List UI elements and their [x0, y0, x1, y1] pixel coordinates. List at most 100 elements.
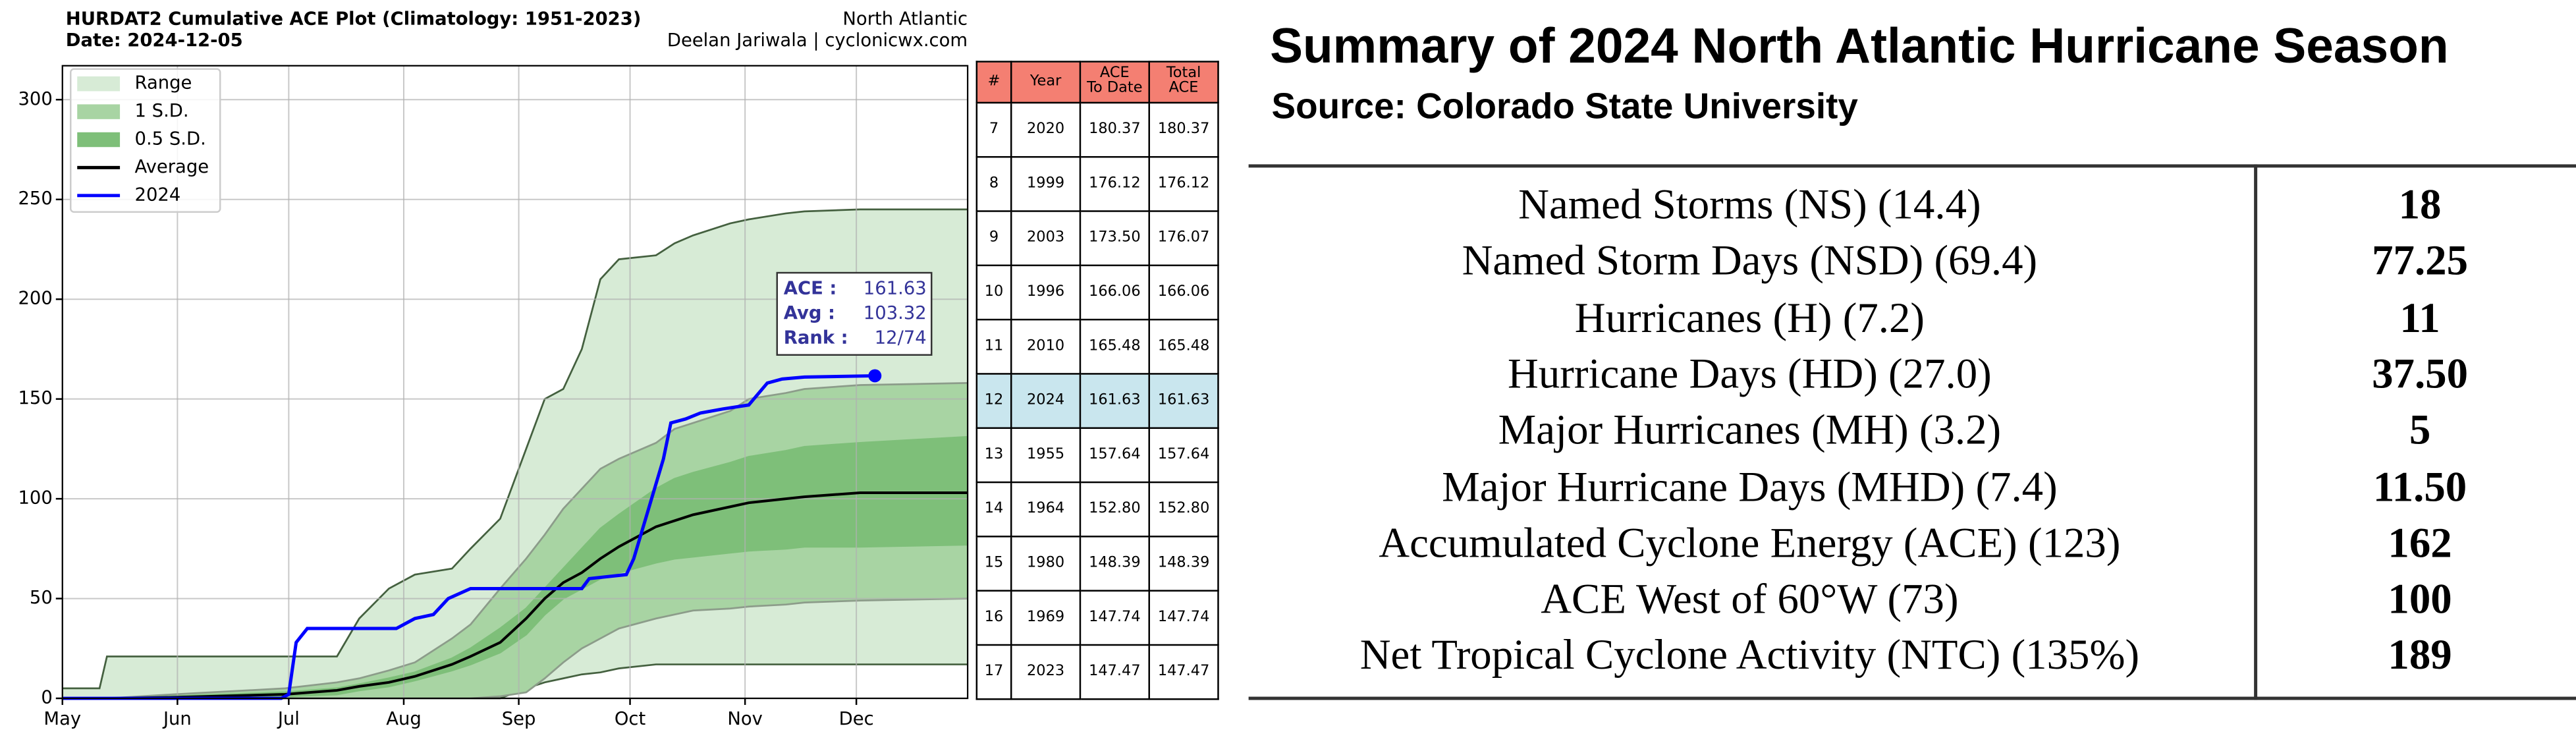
legend-label: Range [135, 73, 192, 94]
x-tick-label: Nov [727, 709, 763, 729]
table-cell: 147.74 [1148, 590, 1219, 646]
x-tick-label: Jun [162, 709, 192, 729]
header-cell: Year [1010, 61, 1082, 104]
x-tick-label: Aug [386, 709, 422, 729]
summary-value: 37.50 [2372, 350, 2469, 398]
y-tick-label: 50 [30, 588, 53, 608]
annotation-label: ACE : [784, 278, 837, 298]
table-cell: 176.12 [1079, 155, 1150, 212]
header-row: # Year ACE To Date Total ACE [975, 61, 1219, 104]
summary-value: 77.25 [2372, 236, 2469, 285]
table-row: 14 1964 152.80 152.80 [975, 481, 1219, 538]
table-row: 15 1980 148.39 148.39 [975, 536, 1219, 592]
table-cell: 1969 [1010, 590, 1082, 646]
y-tick-label: 250 [18, 188, 52, 209]
table-cell: 1980 [1010, 536, 1082, 592]
table-rule [1248, 164, 2576, 168]
table-cell: 2020 [1010, 101, 1082, 158]
header-cell: ACE To Date [1079, 61, 1150, 104]
table-cell: 180.37 [1148, 101, 1219, 158]
table-cell: 14 [975, 481, 1012, 538]
annotation-label: Avg : [784, 303, 835, 323]
table-row: 17 2023 147.47 147.47 [975, 644, 1219, 700]
annotation-value: 103.32 [863, 303, 927, 323]
legend-label: 0.5 S.D. [135, 129, 206, 150]
summary-value: 5 [2409, 406, 2431, 454]
table-cell: 157.64 [1079, 427, 1150, 484]
chart-subtitle: Date: 2024-12-05 [66, 30, 243, 51]
table-cell: 10 [975, 264, 1012, 321]
table-row: 13 1955 157.64 157.64 [975, 427, 1219, 484]
annotation-value: 161.63 [863, 278, 927, 298]
table-cell: 17 [975, 644, 1012, 700]
table-cell: 147.47 [1148, 644, 1219, 700]
summary-value: 11.50 [2372, 462, 2467, 511]
summary-source: Source: Colorado State University [1271, 85, 1858, 127]
table-cell: 176.07 [1148, 210, 1219, 267]
x-tick-label: Dec [839, 709, 874, 729]
table-cell: 9 [975, 210, 1012, 267]
rank-table: # Year ACE To Date Total ACE 7 2020 180.37 180.… [975, 61, 1219, 700]
table-cell: 15 [975, 536, 1012, 592]
x-tick-label: Jul [277, 709, 300, 729]
table-cell: 148.39 [1148, 536, 1219, 592]
summary-label: Named Storm Days (NSD) (69.4) [1462, 236, 2038, 285]
table-cell: 157.64 [1148, 427, 1219, 484]
header-cell: Total ACE [1148, 61, 1219, 104]
table-cell: 11 [975, 318, 1012, 375]
summary-title: Summary of 2024 North Atlantic Hurricane… [1270, 19, 2449, 74]
table-cell: 147.47 [1079, 644, 1150, 700]
table-cell: 165.48 [1079, 318, 1150, 375]
table-row: 9 2003 173.50 176.07 [975, 210, 1219, 267]
legend: Range 1 S.D. 0.5 S.D. Average 2024 [70, 68, 221, 213]
legend-label: 2024 [135, 184, 181, 205]
annotation-label: Rank : [784, 327, 848, 348]
band-edge [62, 543, 968, 700]
table-row: 16 1969 147.74 147.74 [975, 590, 1219, 646]
table-cell: 161.63 [1079, 373, 1150, 430]
series-line [62, 374, 875, 700]
table-cell: 2023 [1010, 644, 1082, 700]
y-tick-label: 150 [18, 388, 52, 408]
legend-swatch [77, 132, 121, 148]
chart: HURDAT2 Cumulative ACE Plot (Climatology… [18, 9, 969, 729]
end-marker [868, 369, 882, 383]
table-cell: 165.48 [1148, 318, 1219, 375]
table-cell: 173.50 [1079, 210, 1150, 267]
chart-title: HURDAT2 Cumulative ACE Plot (Climatology… [66, 9, 642, 29]
table-row: 11 2010 165.48 165.48 [975, 318, 1219, 375]
series-line [62, 491, 968, 700]
table-cell: 180.37 [1079, 101, 1150, 158]
table-rule [1248, 696, 2576, 700]
table-row: 8 1999 176.12 176.12 [975, 155, 1219, 212]
x-tick-label: Oct [615, 709, 646, 729]
y-tick-label: 100 [18, 488, 52, 509]
y-tick-label: 300 [18, 89, 52, 109]
summary-label: Hurricanes (H) (7.2) [1574, 293, 1925, 341]
legend-label: 1 S.D. [135, 101, 189, 121]
table-cell: 2010 [1010, 318, 1082, 375]
table-cell: 166.06 [1079, 264, 1150, 321]
table-cell: 13 [975, 427, 1012, 484]
table-row: 7 2020 180.37 180.37 [975, 101, 1219, 158]
table-cell: 1964 [1010, 481, 1082, 538]
summary-label: Named Storms (NS) (14.4) [1518, 181, 1981, 229]
annotation-box [776, 271, 933, 356]
table-cell: 161.63 [1148, 373, 1219, 430]
table-cell: 166.06 [1148, 264, 1219, 321]
legend-swatch [77, 76, 121, 92]
table-cell: 2024 [1010, 373, 1082, 430]
table-cell: 148.39 [1079, 536, 1150, 592]
table-cell: 152.80 [1148, 481, 1219, 538]
table-rule [2254, 164, 2258, 700]
table-cell: 1955 [1010, 427, 1082, 484]
summary-value: 18 [2398, 181, 2442, 229]
summary-label: ACE West of 60°W (73) [1541, 575, 1959, 623]
table-cell: 16 [975, 590, 1012, 646]
summary-label: Major Hurricane Days (MHD) (7.4) [1442, 462, 2058, 511]
table-cell: 7 [975, 101, 1012, 158]
table-row: 12 2024 161.63 161.63 [975, 373, 1219, 430]
summary-value: 162 [2388, 518, 2452, 567]
